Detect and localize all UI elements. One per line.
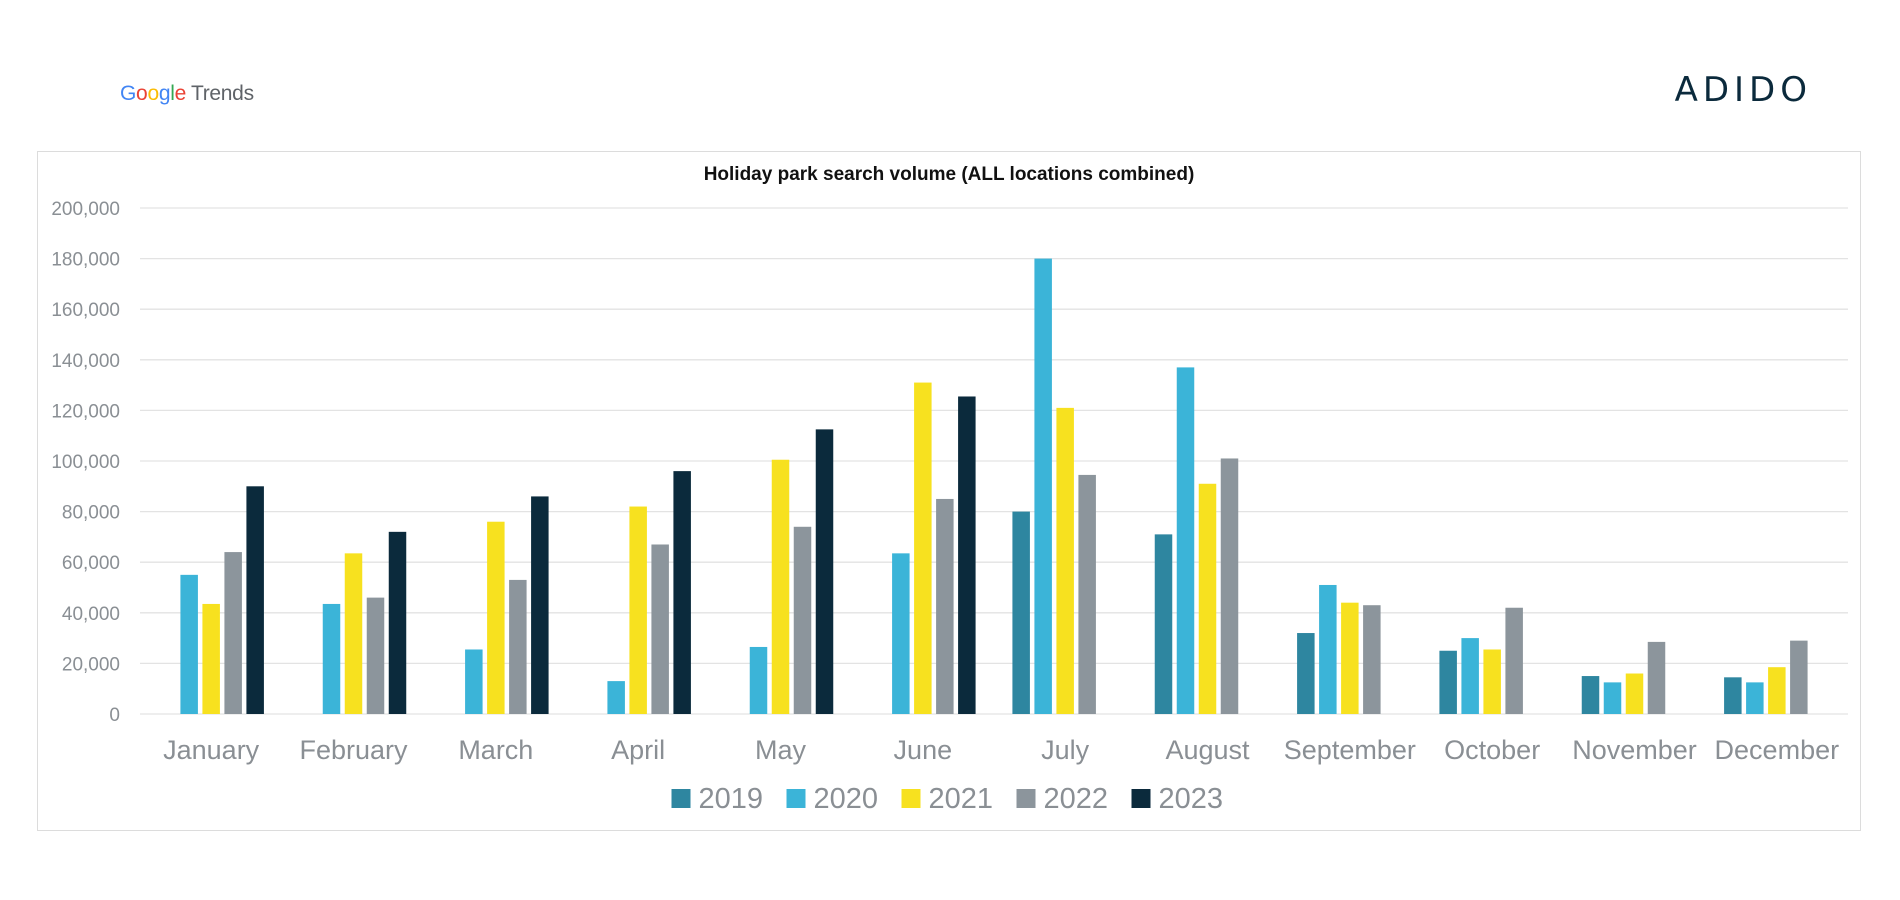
logo-letter: e bbox=[174, 82, 187, 105]
bars bbox=[180, 258, 1808, 714]
bar-2021-may bbox=[771, 459, 790, 714]
bar-2022-april bbox=[651, 544, 669, 714]
bar-2019-november bbox=[1581, 676, 1600, 714]
legend-swatch bbox=[786, 789, 806, 808]
bar-2022-january bbox=[224, 552, 242, 714]
bar-2019-july bbox=[1012, 511, 1030, 714]
logo-letter: o bbox=[136, 82, 148, 105]
y-tick-label: 120,000 bbox=[51, 401, 120, 422]
bar-2020-february bbox=[322, 603, 341, 714]
chart-title: Holiday park search volume (ALL location… bbox=[704, 164, 1195, 185]
bar-2022-september bbox=[1363, 605, 1381, 714]
bar-2021-february bbox=[344, 553, 363, 714]
bar-2022-august bbox=[1220, 458, 1239, 714]
legend-swatch bbox=[671, 789, 691, 808]
bar-2020-november bbox=[1603, 682, 1622, 714]
legend-label: 2022 bbox=[1044, 783, 1109, 815]
y-tick-label: 180,000 bbox=[51, 250, 120, 271]
adido-logo: ADIDO bbox=[1674, 70, 1812, 110]
bar-2021-april bbox=[629, 506, 647, 714]
bar-2021-march bbox=[487, 521, 505, 714]
bar-2022-july bbox=[1078, 474, 1096, 714]
bar-2022-march bbox=[509, 579, 527, 714]
x-tick-label: September bbox=[1284, 735, 1416, 765]
bar-2019-december bbox=[1724, 677, 1742, 714]
bar-2020-april bbox=[607, 681, 625, 714]
legend-swatch bbox=[901, 789, 921, 808]
bar-2023-april bbox=[673, 471, 691, 714]
bar-2019-september bbox=[1297, 633, 1315, 714]
bar-2023-may bbox=[815, 429, 834, 714]
bar-2021-september bbox=[1341, 602, 1359, 714]
y-tick-label: 40,000 bbox=[62, 604, 120, 625]
logo-letter: l bbox=[170, 82, 175, 105]
x-tick-label: August bbox=[1165, 735, 1250, 765]
y-tick-label: 140,000 bbox=[51, 351, 120, 372]
legend-label: 2023 bbox=[1159, 783, 1224, 815]
bar-2022-may bbox=[793, 526, 812, 714]
x-tick-label: June bbox=[894, 735, 953, 765]
bar-2023-february bbox=[388, 531, 407, 714]
bar-2020-december bbox=[1746, 682, 1764, 714]
bar-2021-august bbox=[1198, 483, 1217, 714]
y-tick-label: 0 bbox=[109, 705, 120, 726]
y-tick-label: 100,000 bbox=[51, 452, 120, 473]
y-axis: 0 20,000 40,000 60,000 80,000 100,000 120,000 1… bbox=[51, 199, 120, 726]
y-tick-label: 160,000 bbox=[51, 300, 120, 321]
bar-2019-august bbox=[1154, 534, 1173, 714]
bar-2021-june bbox=[914, 382, 932, 714]
x-tick-label: November bbox=[1572, 735, 1697, 765]
bar-2023-march bbox=[531, 496, 549, 714]
x-tick-label: January bbox=[163, 735, 260, 765]
logo-letter: G bbox=[120, 82, 137, 105]
y-tick-label: 80,000 bbox=[62, 503, 120, 524]
y-tick-label: 20,000 bbox=[62, 654, 120, 675]
grid-lines bbox=[140, 207, 1848, 715]
logo-letter: o bbox=[147, 82, 159, 105]
bar-2020-may bbox=[749, 646, 768, 714]
legend-label: 2019 bbox=[699, 783, 764, 815]
x-tick-label: May bbox=[755, 735, 807, 765]
bar-2020-june bbox=[892, 553, 910, 714]
logo-suffix: Trends bbox=[190, 82, 254, 105]
legend: 2019 2020 2021 2022 2023 bbox=[671, 783, 1224, 815]
legend-swatch bbox=[1016, 789, 1036, 808]
chart-frame bbox=[37, 151, 1861, 831]
x-tick-label: December bbox=[1715, 735, 1840, 765]
bar-2022-june bbox=[936, 498, 954, 714]
legend-label: 2020 bbox=[814, 783, 879, 815]
x-tick-label: March bbox=[458, 735, 533, 765]
logo-letter: g bbox=[158, 82, 171, 105]
bar-2022-february bbox=[366, 597, 385, 714]
bar-2020-october bbox=[1461, 638, 1479, 714]
bar-2020-july bbox=[1034, 258, 1052, 714]
x-tick-label: October bbox=[1444, 735, 1540, 765]
legend-label: 2021 bbox=[929, 783, 994, 815]
bar-2020-march bbox=[465, 649, 483, 714]
bar-2021-november bbox=[1625, 673, 1644, 714]
y-tick-label: 200,000 bbox=[51, 199, 120, 220]
y-tick-label: 60,000 bbox=[62, 553, 120, 574]
bar-2021-december bbox=[1768, 667, 1786, 714]
google-trends-logo: Google Trends bbox=[120, 82, 254, 106]
x-axis: January February March April May June July Augu… bbox=[163, 735, 1839, 765]
bar-2022-october bbox=[1505, 607, 1523, 714]
bar-2020-september bbox=[1319, 584, 1337, 714]
bar-2020-january bbox=[180, 574, 198, 714]
bar-2021-october bbox=[1483, 649, 1501, 714]
bar-2021-january bbox=[202, 603, 220, 714]
bar-2021-july bbox=[1056, 407, 1074, 714]
bar-2023-june bbox=[958, 396, 976, 714]
bar-2022-november bbox=[1647, 641, 1666, 714]
x-tick-label: February bbox=[299, 735, 408, 765]
x-tick-label: July bbox=[1041, 735, 1090, 765]
legend-swatch bbox=[1131, 789, 1151, 808]
bar-2022-december bbox=[1790, 640, 1808, 714]
bar-2019-october bbox=[1439, 650, 1457, 714]
bar-2023-january bbox=[246, 486, 264, 714]
bar-2020-august bbox=[1176, 367, 1195, 714]
x-tick-label: April bbox=[611, 735, 665, 765]
